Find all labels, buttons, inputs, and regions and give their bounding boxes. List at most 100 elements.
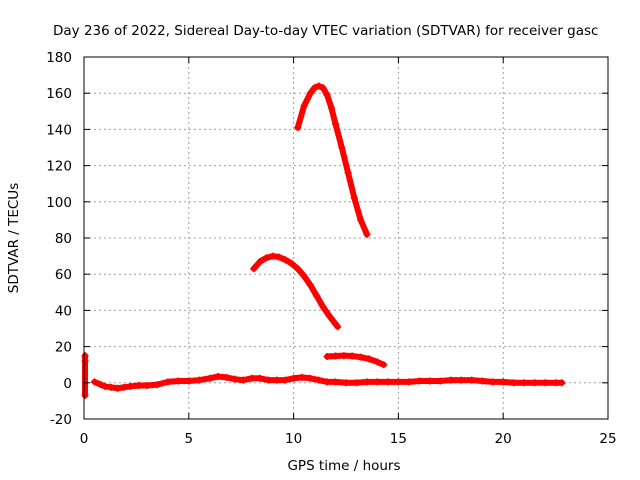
data-point <box>365 355 373 363</box>
data-point <box>315 82 323 90</box>
series-layer <box>81 82 566 399</box>
data-point <box>185 377 193 385</box>
data-point <box>306 281 314 289</box>
data-point <box>342 379 350 387</box>
x-axis-label: GPS time / hours <box>287 458 400 474</box>
series-arc-high <box>294 82 371 238</box>
x-tick-label: 20 <box>495 431 512 447</box>
x-tick-label: 25 <box>599 431 616 447</box>
data-point <box>81 391 89 399</box>
data-point <box>340 352 348 360</box>
data-point <box>101 382 109 390</box>
data-point <box>223 373 231 381</box>
data-point <box>288 259 296 267</box>
data-point <box>541 379 549 387</box>
y-tick-label: -20 <box>50 412 72 428</box>
data-point <box>273 376 281 384</box>
data-point <box>298 373 306 381</box>
data-point <box>231 375 239 383</box>
x-tick-label: 15 <box>390 431 407 447</box>
series-arc-low <box>323 352 388 369</box>
data-point <box>313 292 321 300</box>
data-point <box>81 357 89 365</box>
data-point <box>357 216 365 224</box>
data-point <box>338 144 346 151</box>
data-point <box>214 372 222 380</box>
data-point <box>319 84 327 92</box>
data-point <box>363 230 371 238</box>
data-point <box>143 382 151 390</box>
x-tick-label: 5 <box>185 431 194 447</box>
data-point <box>120 383 128 391</box>
data-point <box>531 379 539 387</box>
data-point <box>250 265 258 273</box>
data-point <box>275 253 283 261</box>
data-point <box>380 361 388 369</box>
data-point <box>107 383 115 391</box>
data-point <box>373 358 381 366</box>
data-point <box>344 169 352 177</box>
data-point <box>552 379 560 387</box>
series-arc-mid <box>250 252 342 331</box>
data-point <box>300 102 308 110</box>
series-baseline <box>90 372 566 392</box>
y-tick-label: 80 <box>55 231 72 247</box>
data-point <box>520 379 528 387</box>
y-tick-label: 60 <box>55 267 72 283</box>
data-point <box>269 252 277 260</box>
data-point <box>239 376 247 384</box>
data-point <box>436 377 444 385</box>
data-point <box>415 377 423 385</box>
data-point <box>325 312 333 320</box>
data-point <box>457 376 465 384</box>
data-point <box>348 352 356 360</box>
data-point <box>262 254 270 262</box>
data-point <box>510 379 518 387</box>
data-point <box>256 374 264 382</box>
data-point <box>323 353 331 361</box>
data-point <box>357 353 365 361</box>
data-point <box>350 194 358 202</box>
data-point <box>174 377 182 385</box>
data-point <box>294 124 302 132</box>
data-point <box>97 381 105 389</box>
data-point <box>323 91 331 99</box>
y-tick-label: 20 <box>55 340 72 356</box>
y-tick-label: 40 <box>55 303 72 319</box>
data-point <box>126 382 134 390</box>
data-point <box>447 376 455 384</box>
data-point <box>373 378 381 386</box>
tick-layer: 0 5 10 15 20 25 -20 0 20 40 60 80 100 120 140 160 180 <box>46 50 616 447</box>
data-point <box>90 378 98 386</box>
data-point <box>153 381 161 389</box>
data-point <box>405 378 413 386</box>
data-point <box>332 120 340 128</box>
data-point <box>300 272 308 280</box>
data-point <box>134 382 142 390</box>
data-point <box>290 374 298 382</box>
data-point <box>206 374 214 382</box>
data-point <box>468 376 476 384</box>
data-point <box>164 378 172 386</box>
data-point <box>256 258 264 266</box>
data-point <box>426 377 434 385</box>
data-point <box>363 378 371 386</box>
y-tick-label: 180 <box>46 50 72 66</box>
data-point <box>352 379 360 387</box>
data-point <box>394 378 402 386</box>
series-start-points <box>81 352 89 399</box>
data-point <box>195 376 203 384</box>
y-tick-label: 120 <box>46 159 72 175</box>
data-point <box>248 374 256 382</box>
y-axis-label: SDTVAR / TECUs <box>6 183 22 293</box>
data-point <box>334 323 342 331</box>
data-point <box>311 84 319 92</box>
y-tick-label: 100 <box>46 195 72 211</box>
data-point <box>327 104 335 112</box>
data-point <box>332 352 340 360</box>
data-point <box>315 376 323 384</box>
data-point <box>114 384 122 392</box>
y-tick-label: 160 <box>46 86 72 102</box>
